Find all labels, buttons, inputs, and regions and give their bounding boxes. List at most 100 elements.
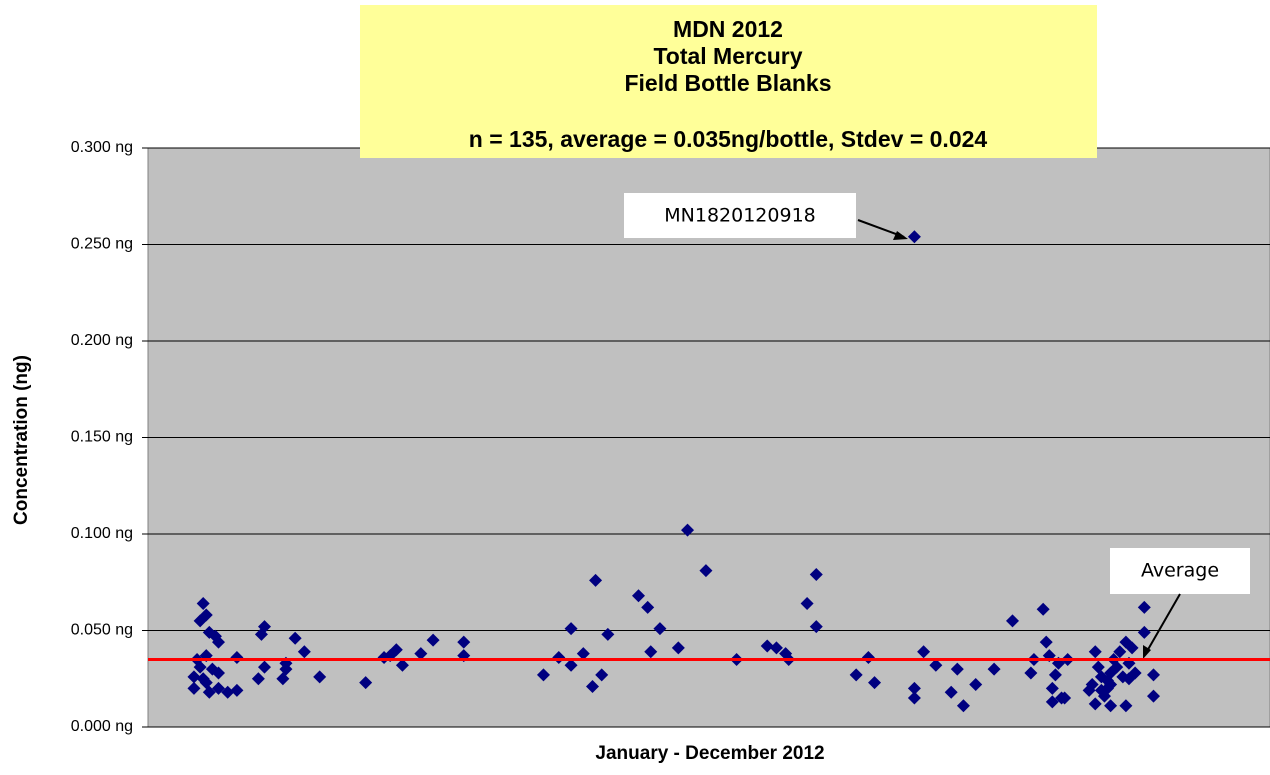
data-point [1110,660,1124,674]
data-point [1104,678,1118,692]
x-axis-title: January - December 2012 [595,743,824,764]
y-tick-label: 0.200 ng [71,332,133,349]
chart-title: MDN 2012 [673,16,783,42]
data-point [212,635,226,649]
data-point [193,660,207,674]
data-point [760,639,774,653]
data-point [251,672,265,686]
data-point [769,641,783,655]
data-point [699,564,713,578]
y-tick-label: 0.050 ng [71,622,133,639]
data-point [1024,666,1038,680]
data-point [907,230,921,244]
data-point [950,662,964,676]
data-point [1104,699,1118,713]
data-point [907,681,921,695]
data-point [1119,699,1133,713]
data-point [641,600,655,614]
data-point [196,672,210,686]
data-point [929,658,943,672]
annotation-arrow [1145,593,1181,654]
data-point [576,647,590,661]
annotation-box [1110,548,1250,594]
annotation: MN1820120918 [664,205,816,227]
data-point [849,668,863,682]
data-point [809,568,823,582]
annotation: Average [1141,560,1219,582]
data-point [297,645,311,659]
data-point [1088,697,1102,711]
data-point [1039,635,1053,649]
data-point [917,645,931,659]
arrow-head [1143,645,1151,659]
data-point [589,573,603,587]
data-point [564,658,578,672]
data-point [414,647,428,661]
chart-subtitle: n = 135, average = 0.035ng/bottle, Stdev… [469,126,988,152]
data-point [564,622,578,636]
data-point [1045,695,1059,709]
annotation-box [624,193,856,238]
data-point [907,691,921,705]
chart-title: Field Bottle Blanks [624,70,831,96]
data-point [288,631,302,645]
data-point [800,596,814,610]
data-point [1137,600,1151,614]
data-point [944,685,958,699]
y-tick-label: 0.100 ng [71,525,133,542]
data-point [257,620,271,634]
y-axis-title: Concentration (ng) [11,355,32,525]
data-point [1005,614,1019,628]
data-point [196,596,210,610]
data-point [1085,678,1099,692]
data-point [653,622,667,636]
data-point [644,645,658,659]
data-point [1147,668,1161,682]
data-point [1045,681,1059,695]
data-point [1058,691,1072,705]
data-point [1091,660,1105,674]
data-point [389,643,403,657]
data-point [426,633,440,647]
data-point [586,679,600,693]
data-point [631,589,645,603]
data-point [276,672,290,686]
y-tick-label: 0.250 ng [71,236,133,253]
y-tick-label: 0.000 ng [71,718,133,735]
data-point [199,608,213,622]
data-point [1088,645,1102,659]
y-tick-label: 0.300 ng [71,139,133,156]
data-point [987,662,1001,676]
data-point [969,678,983,692]
data-point [681,523,695,537]
data-point [1036,602,1050,616]
data-point [868,676,882,690]
data-point [202,685,216,699]
y-tick-label: 0.150 ng [71,429,133,446]
data-point [1128,666,1142,680]
data-point [809,620,823,634]
data-point [536,668,550,682]
data-point [212,681,226,695]
chart-title: Total Mercury [653,43,802,69]
data-point [212,666,226,680]
data-point [956,699,970,713]
data-point [187,681,201,695]
data-point [257,660,271,674]
data-point [1125,641,1139,655]
data-point [1113,645,1127,659]
data-point [230,683,244,697]
data-point [1137,625,1151,639]
data-point [395,658,409,672]
data-point [1147,689,1161,703]
data-point [313,670,327,684]
data-point [601,627,615,641]
data-point [187,670,201,684]
data-point [1048,668,1062,682]
data-point [221,685,235,699]
data-point [671,641,685,655]
data-point [595,668,609,682]
data-point [359,676,373,690]
arrow-head [893,231,908,240]
